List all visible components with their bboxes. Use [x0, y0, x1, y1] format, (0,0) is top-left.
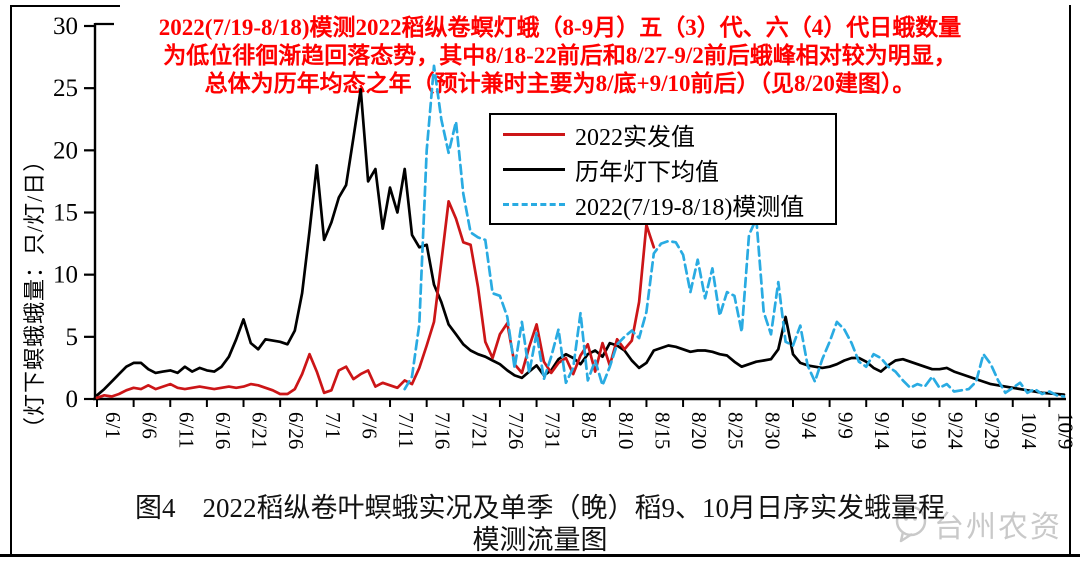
watermark: 台州农资 — [888, 500, 1073, 548]
title-line-3: 总体为历年均态之年（预计兼时主要为8/底+9/10前后）（见8/20建图）。 — [204, 71, 916, 96]
x-tick-label: 7/26 — [504, 412, 528, 449]
x-tick-label: 9/14 — [870, 412, 894, 450]
chart-series-lines — [95, 64, 1066, 400]
x-tick-label: 9/29 — [980, 412, 1004, 449]
x-tick-label: 8/10 — [614, 412, 638, 449]
x-tick-label: 6/26 — [284, 412, 308, 449]
legend-label: 2022(7/19-8/18)模测值 — [575, 194, 805, 221]
legend-item-historical-mean: 历年灯下均值 — [491, 152, 835, 186]
x-tick-label: 8/5 — [577, 412, 601, 439]
x-tick-label: 7/11 — [394, 412, 418, 449]
legend-item-actual-2022: 2022实发值 — [491, 117, 835, 151]
x-tick-label: 7/6 — [357, 412, 381, 439]
title-line-2: 为低位徘徊渐趋回落态势，其中8/18-22前后和8/27-9/2前后蛾峰相对较为… — [163, 43, 957, 68]
x-tick-label: 6/21 — [248, 412, 272, 449]
x-tick-label: 10/4 — [1017, 412, 1041, 450]
x-tick-label: 6/6 — [138, 412, 162, 439]
caption-line-2: 模测流量图 — [472, 525, 608, 555]
x-tick-label: 6/16 — [211, 412, 235, 449]
watermark-text: 台州农资 — [934, 511, 1062, 544]
chart-annotation-title: 2022(7/19-8/18)模测2022稻纵卷螟灯蛾（8-9月）五（3）代、六… — [80, 14, 1040, 98]
x-tick-label: 7/31 — [541, 412, 565, 449]
title-line-1: 2022(7/19-8/18)模测2022稻纵卷螟灯蛾（8-9月）五（3）代、六… — [158, 15, 962, 40]
x-tick-label: 7/16 — [431, 412, 455, 449]
legend-label: 历年灯下均值 — [575, 159, 719, 186]
series-line-historical — [95, 88, 1066, 397]
figure-border-right — [1069, 5, 1071, 556]
x-tick-label: 8/30 — [760, 412, 784, 449]
legend-label: 2022实发值 — [575, 124, 695, 151]
x-tick-label: 8/25 — [724, 412, 748, 449]
series-line-model-dashed — [403, 64, 1066, 398]
y-tick-label: 20 — [53, 137, 78, 164]
legend-line-sample-cyan-dashed — [503, 202, 565, 206]
series-line-actual — [95, 199, 656, 400]
y-tick-label: 30 — [53, 13, 78, 40]
x-tick-label: 9/24 — [943, 412, 967, 450]
x-tick-label: 8/15 — [650, 412, 674, 449]
caption-line-1: 图4 2022稻纵卷叶螟蛾实况及单季（晚）稻9、10月日序实发蛾量程 — [135, 493, 945, 523]
legend-line-sample-black — [503, 167, 565, 171]
x-tick-label: 9/9 — [834, 412, 858, 439]
y-axis-ticks: 0 5 10 15 20 25 30 — [53, 13, 95, 413]
x-tick-label: 9/19 — [907, 412, 931, 449]
figure-border-top-stub — [10, 5, 120, 7]
figure-border-left — [10, 5, 12, 556]
figure-border-bottom — [0, 554, 1080, 557]
y-tick-label: 0 — [66, 386, 79, 413]
x-tick-label: 7/21 — [467, 412, 491, 449]
x-tick-label: 7/1 — [321, 412, 345, 439]
y-tick-label: 10 — [53, 262, 78, 289]
speech-bubble-icon — [895, 505, 927, 543]
x-tick-label: 10/9 — [1053, 412, 1077, 449]
y-tick-label: 15 — [53, 200, 78, 227]
figure-caption: 图4 2022稻纵卷叶螟蛾实况及单季（晚）稻9、10月日序实发蛾量程 模测流量图 — [0, 492, 1080, 556]
chart-legend: 2022实发值 历年灯下均值 2022(7/19-8/18)模测值 — [489, 113, 837, 225]
y-tick-label: 25 — [53, 75, 78, 102]
x-tick-label: 6/11 — [174, 412, 198, 449]
x-tick-label: 6/1 — [101, 412, 125, 439]
x-axis-ticks: 6/1 6/6 6/11 6/16 6/21 6/26 7/1 7/6 7/11 7/16 7/21… — [96, 399, 1077, 450]
x-tick-label: 9/4 — [797, 412, 821, 439]
legend-line-sample-red — [503, 132, 565, 136]
legend-item-model-2022: 2022(7/19-8/18)模测值 — [491, 187, 835, 221]
x-tick-label: 8/20 — [687, 412, 711, 449]
y-tick-label: 5 — [66, 324, 79, 351]
